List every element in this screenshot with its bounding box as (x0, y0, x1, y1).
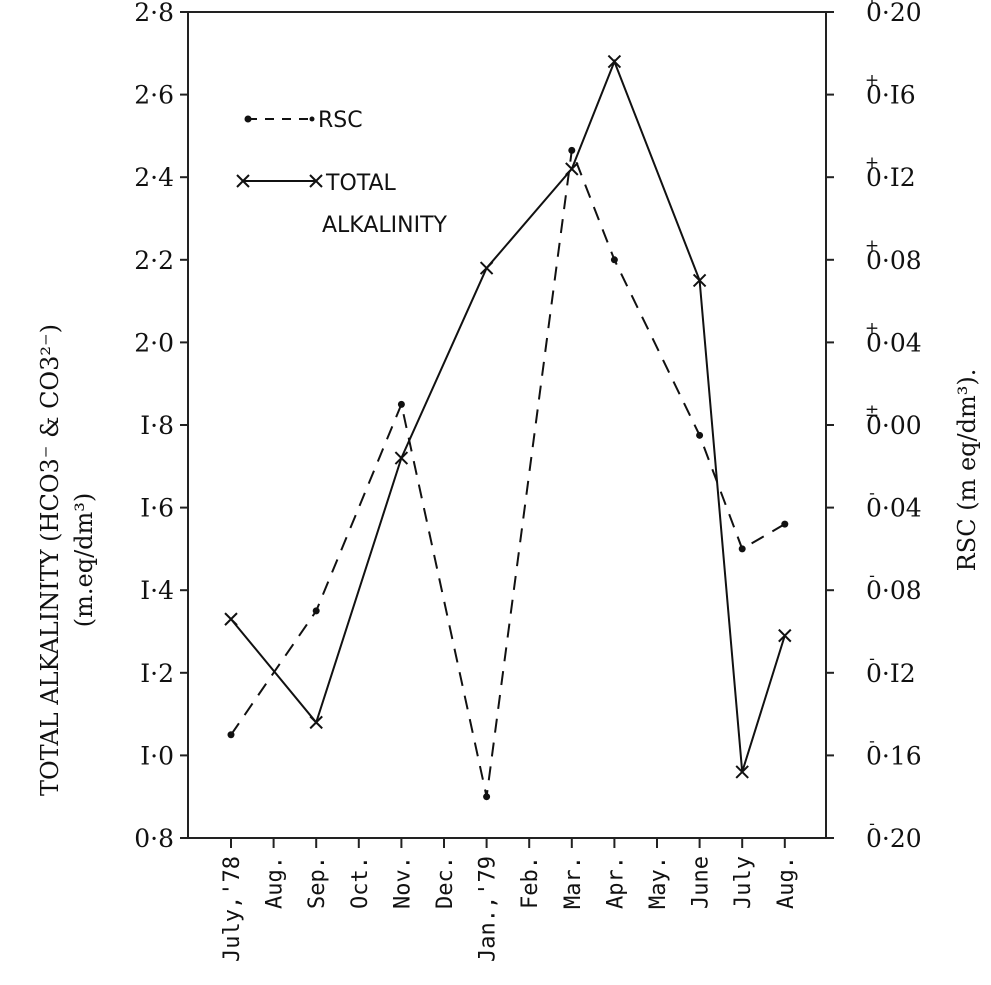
left-tick-label: I·2 (140, 659, 174, 688)
total-alkalinity-point (692, 273, 707, 288)
right-tick-label: 0·I2 (866, 163, 916, 192)
left-axis-title-group: TOTAL ALKALINITY (HCO3⁻ & CO3²⁻) (36, 324, 64, 796)
right-tick-sign: - (869, 484, 875, 504)
right-tick-label: 0·04 (866, 494, 922, 523)
right-tick-sign: - (869, 814, 875, 834)
right-tick-label: 0·08 (866, 246, 922, 275)
total-alkalinity-point (778, 628, 792, 643)
right-tick-sign: ± (865, 401, 879, 421)
x-tick-label: July,'78 (220, 856, 245, 962)
rsc-point (610, 256, 618, 264)
right-axis-title: RSC (m eq/dm³). (953, 369, 981, 572)
x-tick-label: Aug. (774, 856, 799, 909)
left-axis-subtitle-group: (m.eq/dm³) (70, 493, 98, 628)
right-axis-ticks: -0·20-0·16-0·I2-0·08-0·04±0·00+0·04+0·08… (826, 0, 922, 853)
x-tick-label: Feb. (518, 856, 543, 909)
left-tick-label: I·6 (140, 494, 174, 523)
right-tick-label: 0·00 (866, 411, 922, 440)
right-tick-label: 0·I2 (866, 659, 916, 688)
right-tick-label: 0·16 (866, 741, 922, 770)
right-tick-sign: + (865, 71, 879, 91)
rsc-point (781, 520, 789, 528)
total-alkalinity-point (224, 612, 238, 626)
x-tick-label: Oct. (348, 856, 373, 909)
right-tick-label: 0·I6 (866, 81, 916, 110)
right-tick-sign: - (869, 649, 875, 669)
right-tick-label: 0·20 (866, 0, 922, 27)
x-tick-label: July (731, 856, 756, 909)
rsc-point (696, 431, 704, 439)
left-tick-label: 0·8 (134, 824, 174, 853)
x-tick-label: June (689, 856, 714, 909)
left-tick-label: 2·0 (134, 328, 174, 357)
legend-rsc-label: RSC (318, 108, 363, 133)
legend-rsc-marker-end (309, 116, 315, 122)
x-tick-label: Dec. (433, 856, 458, 909)
axes (182, 11, 827, 839)
series-group (224, 54, 792, 801)
x-tick-label: Aug. (263, 856, 288, 909)
total-alkalinity-point (309, 715, 323, 730)
x-tick-label: Mar. (561, 856, 586, 909)
rsc-point (738, 545, 746, 553)
x-tick-label: Apr. (603, 856, 628, 909)
category-labels: July,'78 Aug. Sep. Oct. Nov. Dec. Jan.,'79 Feb.… (220, 838, 799, 962)
series-line-rsc (230, 150, 786, 797)
legend-ta-label-line1: TOTAL (325, 171, 397, 196)
left-axis-title: TOTAL ALKALINITY (HCO3⁻ & CO3²⁻) (36, 324, 64, 796)
left-axis-ticks: 0·8 I·0 I·2 I·4 I·6 I·8 2·0 2·2 2·4 2·6 2·8 (134, 0, 188, 853)
total-alkalinity-point (735, 765, 749, 779)
rsc-point (397, 400, 405, 408)
left-axis-subtitle: (m.eq/dm³) (70, 493, 98, 628)
left-tick-label: 2·6 (134, 81, 174, 110)
right-tick-sign: - (869, 566, 875, 586)
right-tick-sign: + (865, 153, 879, 173)
right-axis-title-group: RSC (m eq/dm³). (953, 369, 981, 572)
total-alkalinity-point (565, 162, 579, 176)
right-tick-sign: + (865, 318, 879, 338)
left-tick-label: 2·8 (134, 0, 174, 27)
left-tick-label: 2·2 (134, 246, 174, 275)
legend-ta-marker-end (309, 174, 323, 188)
left-tick-label: I·8 (140, 411, 174, 440)
rsc-point (312, 607, 320, 615)
right-tick-label: 0·08 (866, 576, 922, 605)
rsc-point (483, 793, 491, 801)
right-tick-sign: + (865, 236, 879, 256)
x-tick-label: Nov. (390, 856, 415, 909)
total-alkalinity-point (394, 451, 409, 465)
legend-ta-label-line2: ALKALINITY (322, 213, 448, 238)
right-tick-label: 0·20 (866, 824, 922, 853)
left-tick-label: I·0 (140, 741, 174, 770)
legend: RSC TOTAL ALKALINITY (236, 108, 448, 238)
right-tick-sign: + (865, 0, 879, 8)
right-tick-sign: - (869, 731, 875, 751)
total-alkalinity-point (479, 261, 494, 275)
total-alkalinity-point (607, 54, 622, 69)
rsc-point (227, 731, 235, 739)
legend-ta-marker (236, 174, 250, 188)
x-tick-label: Sep. (305, 856, 330, 909)
rsc-point (568, 146, 576, 154)
series-line-total-alkalinity (230, 58, 786, 773)
legend-rsc-marker (244, 115, 252, 123)
left-tick-label: 2·4 (134, 163, 174, 192)
right-tick-label: 0·04 (866, 328, 922, 357)
x-tick-label: Jan.,'79 (476, 856, 501, 962)
x-tick-label: May. (646, 856, 671, 909)
left-tick-label: I·4 (140, 576, 174, 605)
